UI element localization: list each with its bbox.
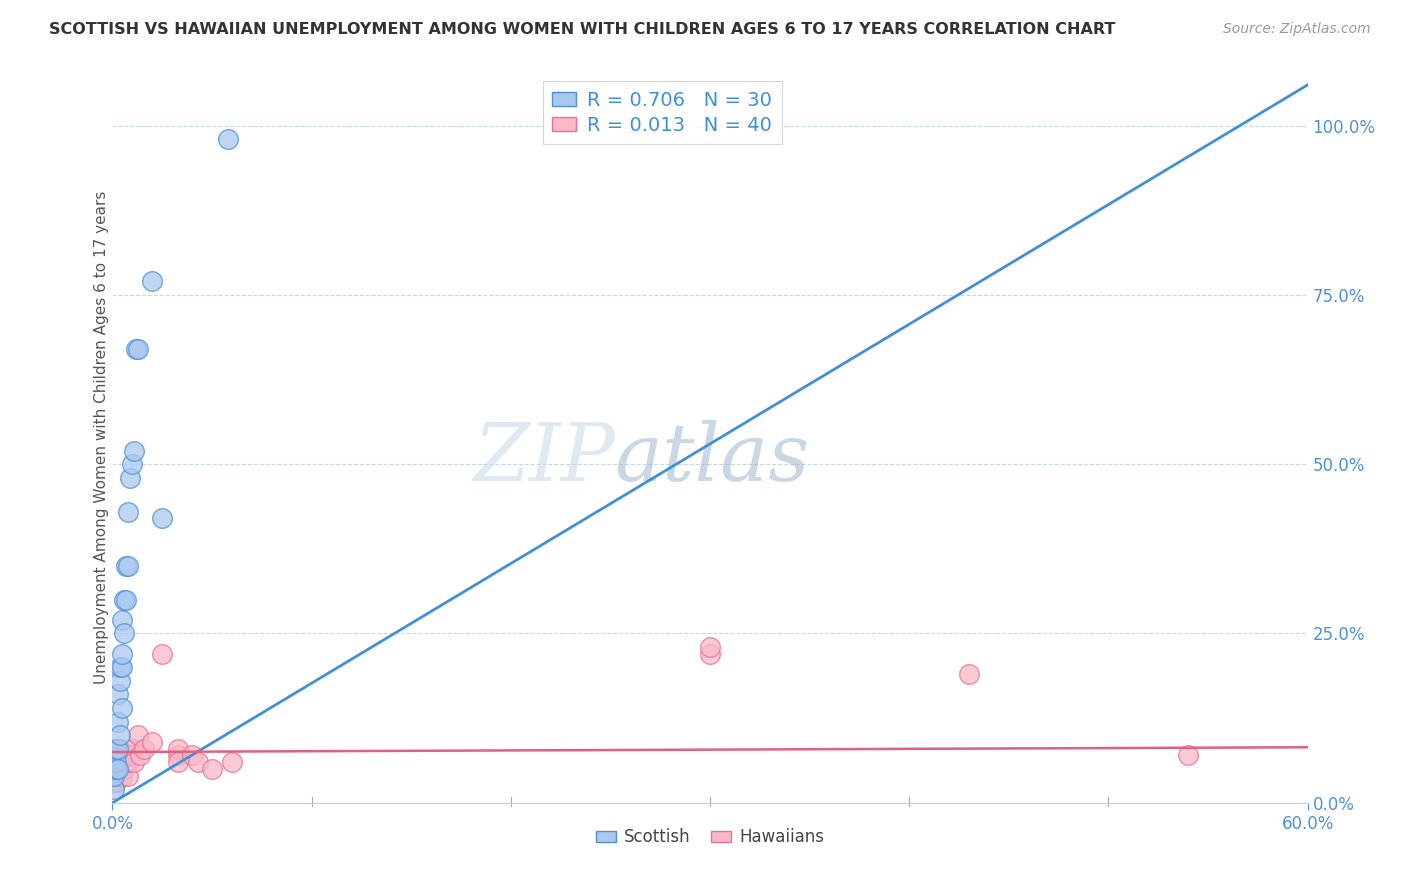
Point — [115, 592, 138, 607]
Point — [103, 782, 125, 797]
Point — [115, 558, 138, 573]
Point — [699, 640, 721, 654]
Point — [105, 762, 128, 776]
Point — [105, 755, 128, 769]
Point — [105, 769, 128, 783]
Point — [107, 755, 129, 769]
Point — [121, 748, 143, 763]
Point — [111, 769, 134, 783]
Point — [110, 762, 132, 776]
Point — [105, 741, 128, 756]
Point — [121, 741, 143, 756]
Point — [110, 741, 132, 756]
Point — [115, 755, 138, 769]
Point — [134, 741, 156, 756]
Point — [129, 748, 152, 763]
Point — [957, 667, 980, 681]
Point — [114, 748, 135, 763]
Point — [181, 748, 204, 763]
Point — [125, 342, 148, 356]
Point — [110, 748, 132, 763]
Point — [111, 660, 134, 674]
Point — [111, 701, 134, 715]
Point — [107, 688, 129, 702]
Point — [201, 762, 224, 776]
Point — [111, 755, 134, 769]
Point — [110, 673, 132, 688]
Point — [103, 775, 125, 789]
Point — [107, 714, 129, 729]
Point — [1177, 748, 1199, 763]
Point — [117, 505, 139, 519]
Point — [167, 741, 190, 756]
Point — [120, 748, 142, 763]
Point — [150, 511, 173, 525]
Point — [217, 132, 239, 146]
Point — [117, 755, 139, 769]
Text: ZIP: ZIP — [472, 420, 614, 498]
Point — [141, 735, 163, 749]
Point — [117, 769, 139, 783]
Point — [107, 769, 129, 783]
Point — [105, 755, 128, 769]
Point — [107, 741, 129, 756]
Point — [150, 647, 173, 661]
Point — [107, 741, 129, 756]
Point — [124, 443, 146, 458]
Point — [114, 592, 135, 607]
Point — [107, 762, 129, 776]
Point — [167, 755, 190, 769]
Point — [120, 471, 142, 485]
Point — [103, 762, 125, 776]
Point — [105, 775, 128, 789]
Point — [121, 457, 143, 471]
Point — [114, 626, 135, 640]
Text: atlas: atlas — [614, 420, 810, 498]
Point — [127, 728, 149, 742]
Legend: Scottish, Hawaiians: Scottish, Hawaiians — [589, 822, 831, 853]
Point — [127, 342, 149, 356]
Y-axis label: Unemployment Among Women with Children Ages 6 to 17 years: Unemployment Among Women with Children A… — [94, 190, 108, 684]
Point — [103, 769, 125, 783]
Point — [110, 728, 132, 742]
Point — [141, 274, 163, 288]
Text: Source: ZipAtlas.com: Source: ZipAtlas.com — [1223, 22, 1371, 37]
Point — [221, 755, 243, 769]
Point — [117, 558, 139, 573]
Text: SCOTTISH VS HAWAIIAN UNEMPLOYMENT AMONG WOMEN WITH CHILDREN AGES 6 TO 17 YEARS C: SCOTTISH VS HAWAIIAN UNEMPLOYMENT AMONG … — [49, 22, 1115, 37]
Point — [103, 755, 125, 769]
Point — [111, 647, 134, 661]
Point — [115, 748, 138, 763]
Point — [110, 660, 132, 674]
Point — [124, 755, 146, 769]
Point — [111, 613, 134, 627]
Point — [187, 755, 209, 769]
Point — [699, 647, 721, 661]
Point — [167, 748, 190, 763]
Point — [114, 762, 135, 776]
